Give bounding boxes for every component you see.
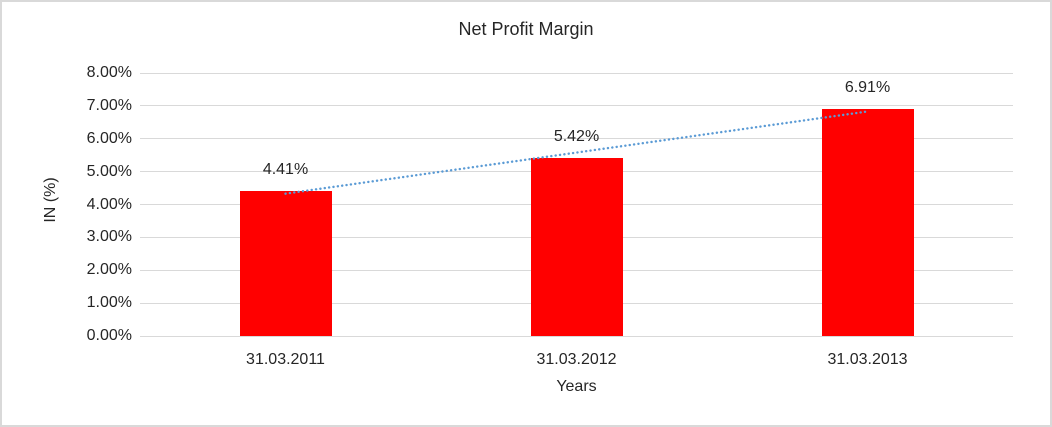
bar [821, 108, 914, 336]
y-tick-label: 0.00% [86, 327, 132, 344]
y-tick-label: 8.00% [86, 64, 132, 81]
bar [530, 157, 623, 336]
y-tick-label: 6.00% [86, 129, 132, 147]
y-axis-title-text: IN (%) [42, 177, 59, 223]
gridline [140, 72, 1013, 74]
bar-value-label: 5.42% [553, 127, 600, 145]
y-tick-label: 5.00% [86, 162, 132, 180]
chart-title: Net Profit Margin [458, 19, 594, 39]
x-tick-label: 31.03.2011 [246, 351, 325, 368]
x-tick-label: 31.03.2013 [827, 351, 908, 368]
gridline [140, 335, 1013, 337]
bar [239, 191, 332, 336]
y-tick-label: 1.00% [86, 294, 132, 312]
gridline [140, 105, 1013, 107]
bar-value-label: 6.91% [844, 78, 891, 96]
y-tick-label: 7.00% [86, 96, 132, 114]
y-tick-label: 2.00% [86, 261, 132, 279]
y-tick-label: 4.00% [86, 195, 132, 213]
y-tick-label: 3.00% [86, 228, 132, 246]
x-axis-title: Years [556, 378, 597, 395]
x-tick-label: 31.03.2012 [536, 351, 617, 368]
bar-value-label: 4.41% [262, 161, 309, 179]
